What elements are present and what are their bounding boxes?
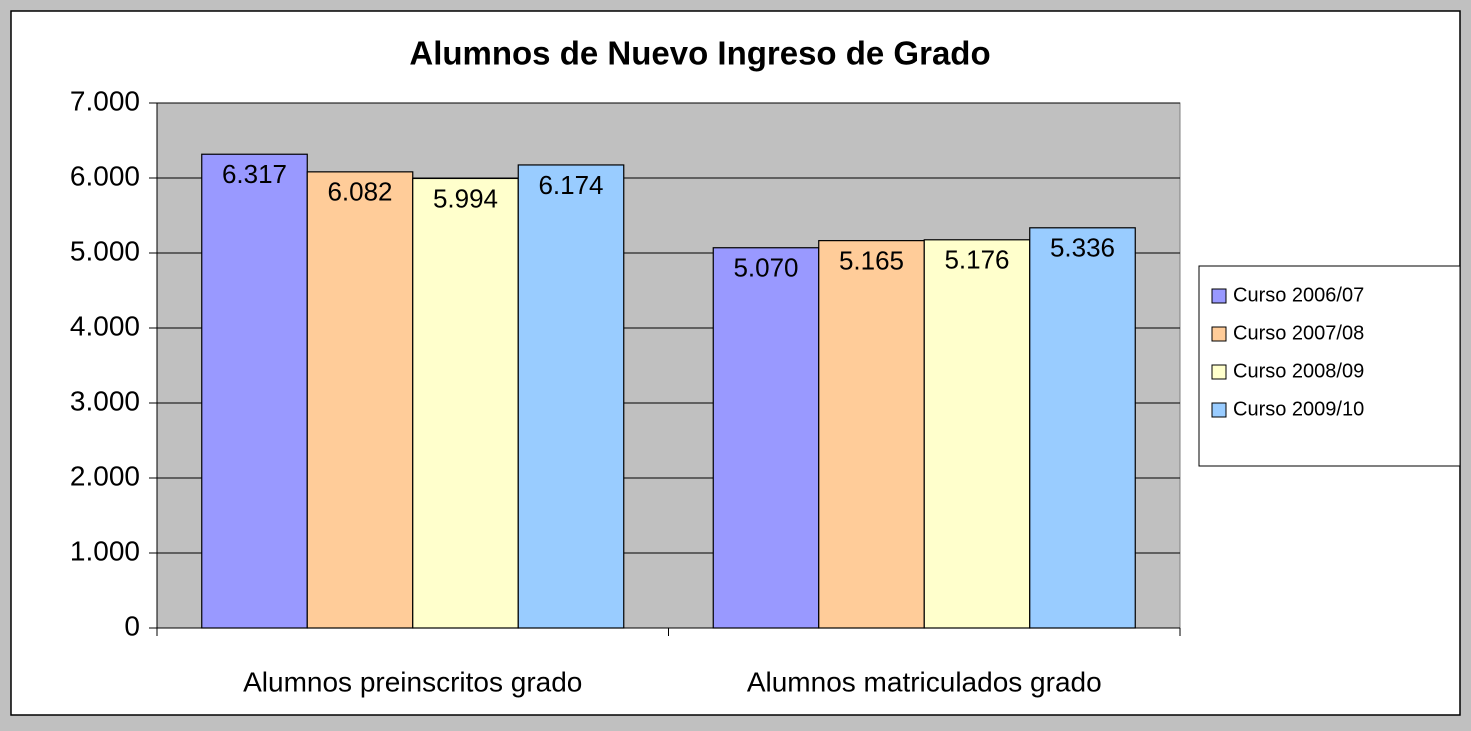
value-label: 6.174 — [538, 170, 603, 200]
x-tick-label: Alumnos preinscritos grado — [243, 666, 582, 697]
value-label: 6.317 — [222, 159, 287, 189]
y-tick-label: 1.000 — [70, 535, 140, 566]
legend-box — [1198, 265, 1461, 467]
y-tick-label: 6.000 — [70, 160, 140, 191]
bar — [412, 177, 519, 629]
x-tick-label: Alumnos matriculados grado — [747, 666, 1102, 697]
value-label: 5.994 — [433, 183, 498, 213]
legend-swatch — [1211, 364, 1227, 380]
y-tick-label: 0 — [124, 610, 140, 641]
value-label: 5.176 — [944, 245, 1009, 275]
legend-swatch — [1211, 326, 1227, 342]
legend-label: Curso 2006/07 — [1233, 284, 1364, 306]
value-label: 5.165 — [839, 246, 904, 276]
y-tick-label: 3.000 — [70, 385, 140, 416]
legend-label: Curso 2008/09 — [1233, 360, 1364, 382]
value-label: 5.070 — [733, 253, 798, 283]
chart-title: Alumnos de Nuevo Ingreso de Grado — [409, 35, 990, 72]
y-tick-label: 7.000 — [70, 85, 140, 116]
value-label: 5.336 — [1050, 233, 1115, 263]
bar — [818, 240, 925, 629]
legend-swatch — [1211, 288, 1227, 304]
bar — [923, 239, 1031, 629]
y-tick-label: 5.000 — [70, 235, 140, 266]
bar — [1029, 227, 1136, 629]
bar — [201, 153, 308, 629]
legend-swatch — [1211, 402, 1227, 418]
y-tick-label: 2.000 — [70, 460, 140, 491]
bar — [712, 247, 820, 629]
bar — [517, 164, 625, 629]
legend-label: Curso 2009/10 — [1233, 398, 1364, 420]
value-label: 6.082 — [327, 177, 392, 207]
legend-label: Curso 2007/08 — [1233, 322, 1364, 344]
y-tick-label: 4.000 — [70, 310, 140, 341]
bar — [306, 171, 414, 629]
